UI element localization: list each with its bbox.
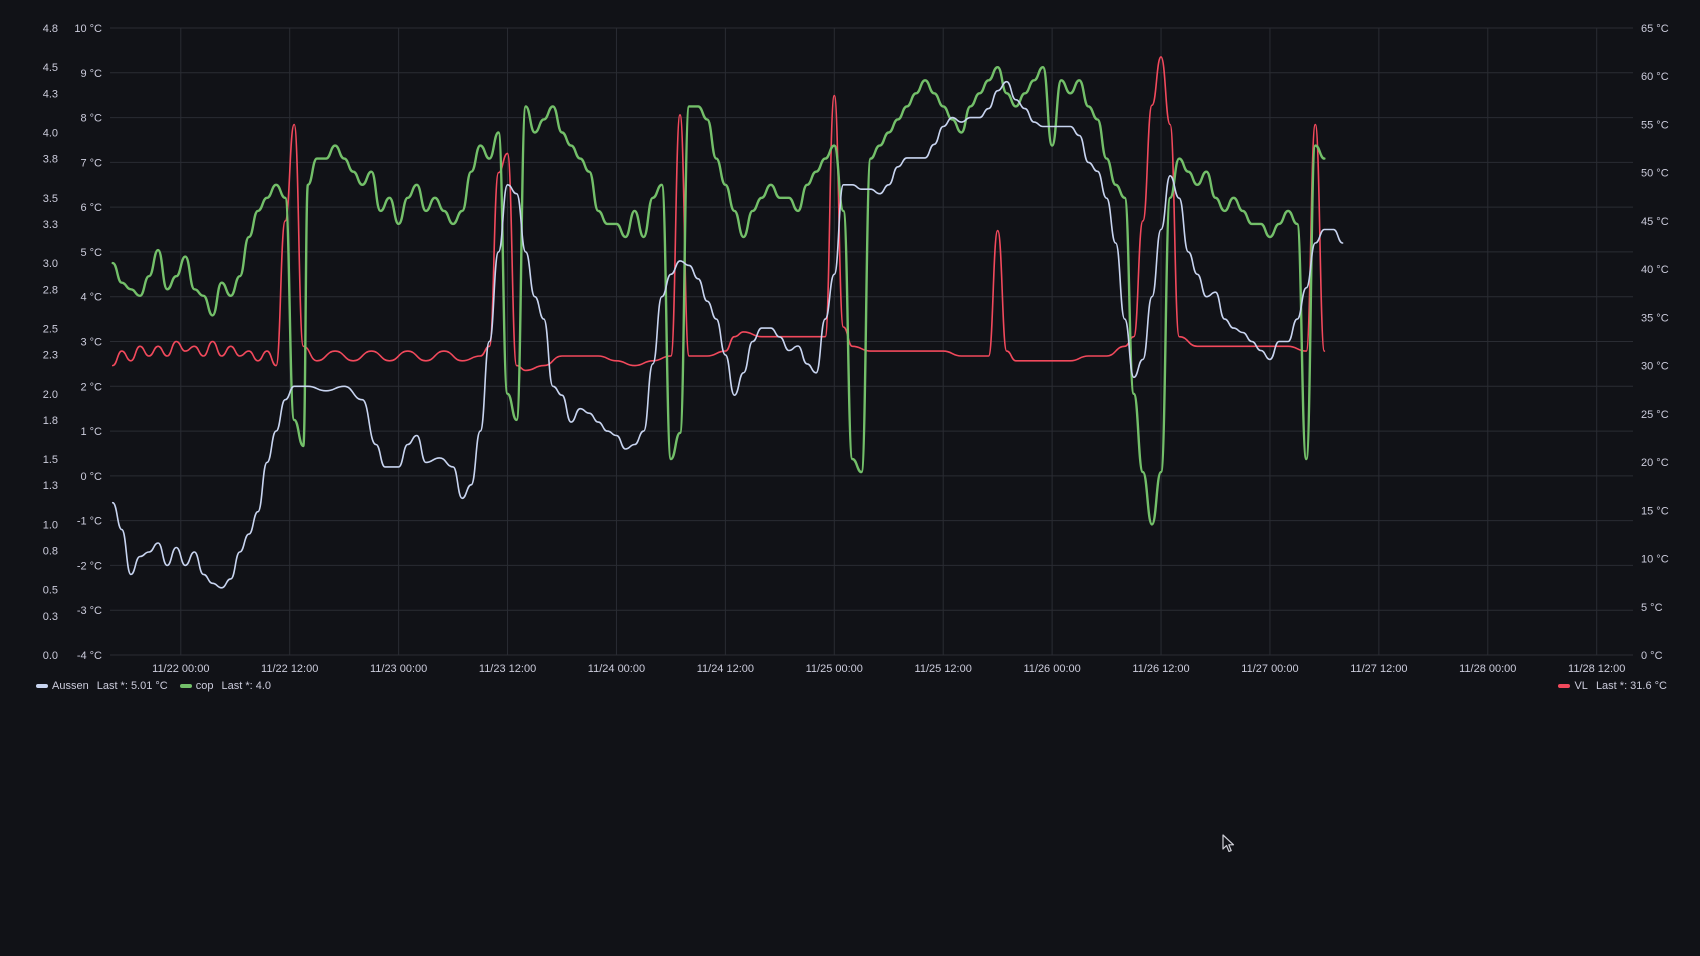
cop-tick-label: 3.0 bbox=[43, 258, 58, 270]
cop-tick-label: 2.0 bbox=[43, 389, 58, 401]
cop-tick-label: 3.5 bbox=[43, 193, 58, 205]
x-time-axis: 11/22 00:00 11/22 12:00 11/23 00:00 11/23 1… bbox=[152, 663, 1625, 675]
legend-swatch-vl bbox=[1558, 684, 1571, 688]
legend-last-aussen: Last *: 5.01 °C bbox=[96, 680, 168, 692]
legend-swatch-cop bbox=[179, 684, 192, 688]
x-tick-label: 11/26 00:00 bbox=[1023, 663, 1080, 675]
cop-tick-label: 2.5 bbox=[43, 323, 58, 335]
right-temp-tick-label: 30 °C bbox=[1641, 361, 1669, 373]
left-temp-tick-label: -1 °C bbox=[77, 516, 102, 528]
left-temp-tick-label: 8 °C bbox=[80, 113, 102, 125]
left-temp-tick-label: 2 °C bbox=[80, 381, 102, 393]
series-line-vl bbox=[111, 56, 1326, 372]
x-tick-label: 11/28 00:00 bbox=[1459, 663, 1516, 675]
legend-label-cop: cop bbox=[195, 680, 214, 692]
right-temperature-axis: 65 °C 60 °C 55 °C 50 °C 45 °C 40 °C 35 °C 30 °C… bbox=[1641, 23, 1669, 662]
legend-last-vl: Last *: 31.6 °C bbox=[1595, 680, 1667, 692]
x-tick-label: 11/25 00:00 bbox=[806, 663, 863, 675]
left-temp-tick-label: 10 °C bbox=[74, 23, 102, 35]
left-temp-tick-label: 9 °C bbox=[80, 68, 102, 80]
right-temp-tick-label: 20 °C bbox=[1641, 457, 1669, 469]
series-line-aussen bbox=[111, 80, 1344, 589]
cop-tick-label: 0.5 bbox=[43, 585, 58, 597]
cop-tick-label: 1.8 bbox=[43, 415, 58, 427]
cop-tick-label: 2.3 bbox=[43, 350, 58, 362]
x-tick-label: 11/25 12:00 bbox=[915, 663, 972, 675]
right-temp-tick-label: 65 °C bbox=[1641, 23, 1669, 35]
right-temp-tick-label: 10 °C bbox=[1641, 554, 1669, 566]
legend-label-aussen: Aussen bbox=[52, 680, 89, 692]
cop-tick-label: 1.0 bbox=[43, 519, 58, 531]
cop-tick-label: 0.8 bbox=[43, 546, 58, 558]
cop-tick-label: 4.3 bbox=[43, 88, 58, 100]
left-temperature-axis: 10 °C 9 °C 8 °C 7 °C 6 °C 5 °C 4 °C 3 °C 2 °C 1 °… bbox=[74, 23, 102, 662]
x-tick-label: 11/26 12:00 bbox=[1132, 663, 1189, 675]
x-tick-label: 11/23 00:00 bbox=[370, 663, 427, 675]
cop-tick-label: 4.0 bbox=[43, 128, 58, 140]
x-tick-label: 11/23 12:00 bbox=[479, 663, 536, 675]
left-temp-tick-label: -3 °C bbox=[77, 605, 102, 617]
cop-tick-label: 3.3 bbox=[43, 219, 58, 231]
right-temp-tick-label: 60 °C bbox=[1641, 71, 1669, 83]
legend-item-cop[interactable]: cop Last *: 4.0 bbox=[179, 680, 272, 692]
x-tick-label: 11/22 00:00 bbox=[152, 663, 209, 675]
cop-tick-label: 1.3 bbox=[43, 480, 58, 492]
grid-lines bbox=[110, 27, 1633, 656]
left-cop-axis: 4.8 4.5 4.3 4.0 3.8 3.5 3.3 3.0 2.8 2.5 2.3 2.0 1.8 1… bbox=[43, 23, 58, 662]
cop-tick-label: 4.5 bbox=[43, 62, 58, 74]
left-temp-tick-label: -2 °C bbox=[77, 560, 102, 572]
legend-item-aussen[interactable]: Aussen Last *: 5.01 °C bbox=[36, 680, 168, 692]
legend-last-cop: Last *: 4.0 bbox=[221, 680, 272, 692]
legend-label-vl: VL bbox=[1574, 680, 1588, 692]
right-temp-tick-label: 35 °C bbox=[1641, 312, 1669, 324]
legend-swatch-aussen bbox=[36, 684, 48, 688]
x-tick-label: 11/27 00:00 bbox=[1241, 663, 1298, 675]
right-temp-tick-label: 5 °C bbox=[1641, 602, 1663, 614]
cop-tick-label: 1.5 bbox=[43, 454, 58, 466]
x-tick-label: 11/28 12:00 bbox=[1568, 663, 1625, 675]
legend-right: VL Last *: 31.6 °C bbox=[1558, 680, 1673, 692]
right-temp-tick-label: 0 °C bbox=[1641, 650, 1663, 662]
x-tick-label: 11/24 00:00 bbox=[588, 663, 645, 675]
series-lines bbox=[111, 56, 1344, 589]
left-temp-tick-label: 6 °C bbox=[80, 202, 102, 214]
cop-tick-label: 0.0 bbox=[43, 650, 58, 662]
legend-left: Aussen Last *: 5.01 °C cop Last *: 4.0 bbox=[36, 680, 277, 692]
left-temp-tick-label: -4 °C bbox=[77, 650, 102, 662]
left-temp-tick-label: 3 °C bbox=[80, 337, 102, 349]
left-temp-tick-label: 1 °C bbox=[80, 426, 102, 438]
series-line-cop bbox=[111, 66, 1326, 526]
right-temp-tick-label: 40 °C bbox=[1641, 264, 1669, 276]
right-temp-tick-label: 50 °C bbox=[1641, 168, 1669, 180]
x-tick-label: 11/24 12:00 bbox=[697, 663, 754, 675]
right-temp-tick-label: 25 °C bbox=[1641, 409, 1669, 421]
right-temp-tick-label: 55 °C bbox=[1641, 119, 1669, 131]
left-temp-tick-label: 0 °C bbox=[80, 471, 102, 483]
x-tick-label: 11/27 12:00 bbox=[1350, 663, 1407, 675]
left-temp-tick-label: 4 °C bbox=[80, 292, 102, 304]
x-tick-label: 11/22 12:00 bbox=[261, 663, 318, 675]
cop-tick-label: 2.8 bbox=[43, 284, 58, 296]
left-temp-tick-label: 5 °C bbox=[80, 247, 102, 259]
left-temp-tick-label: 7 °C bbox=[80, 157, 102, 169]
right-temp-tick-label: 45 °C bbox=[1641, 216, 1669, 228]
cop-tick-label: 4.8 bbox=[43, 23, 58, 35]
mouse-pointer-icon bbox=[1222, 834, 1235, 853]
cop-tick-label: 0.3 bbox=[43, 611, 58, 623]
legend-item-vl[interactable]: VL Last *: 31.6 °C bbox=[1558, 680, 1667, 692]
cop-tick-label: 3.8 bbox=[43, 154, 58, 166]
right-temp-tick-label: 15 °C bbox=[1641, 505, 1669, 517]
